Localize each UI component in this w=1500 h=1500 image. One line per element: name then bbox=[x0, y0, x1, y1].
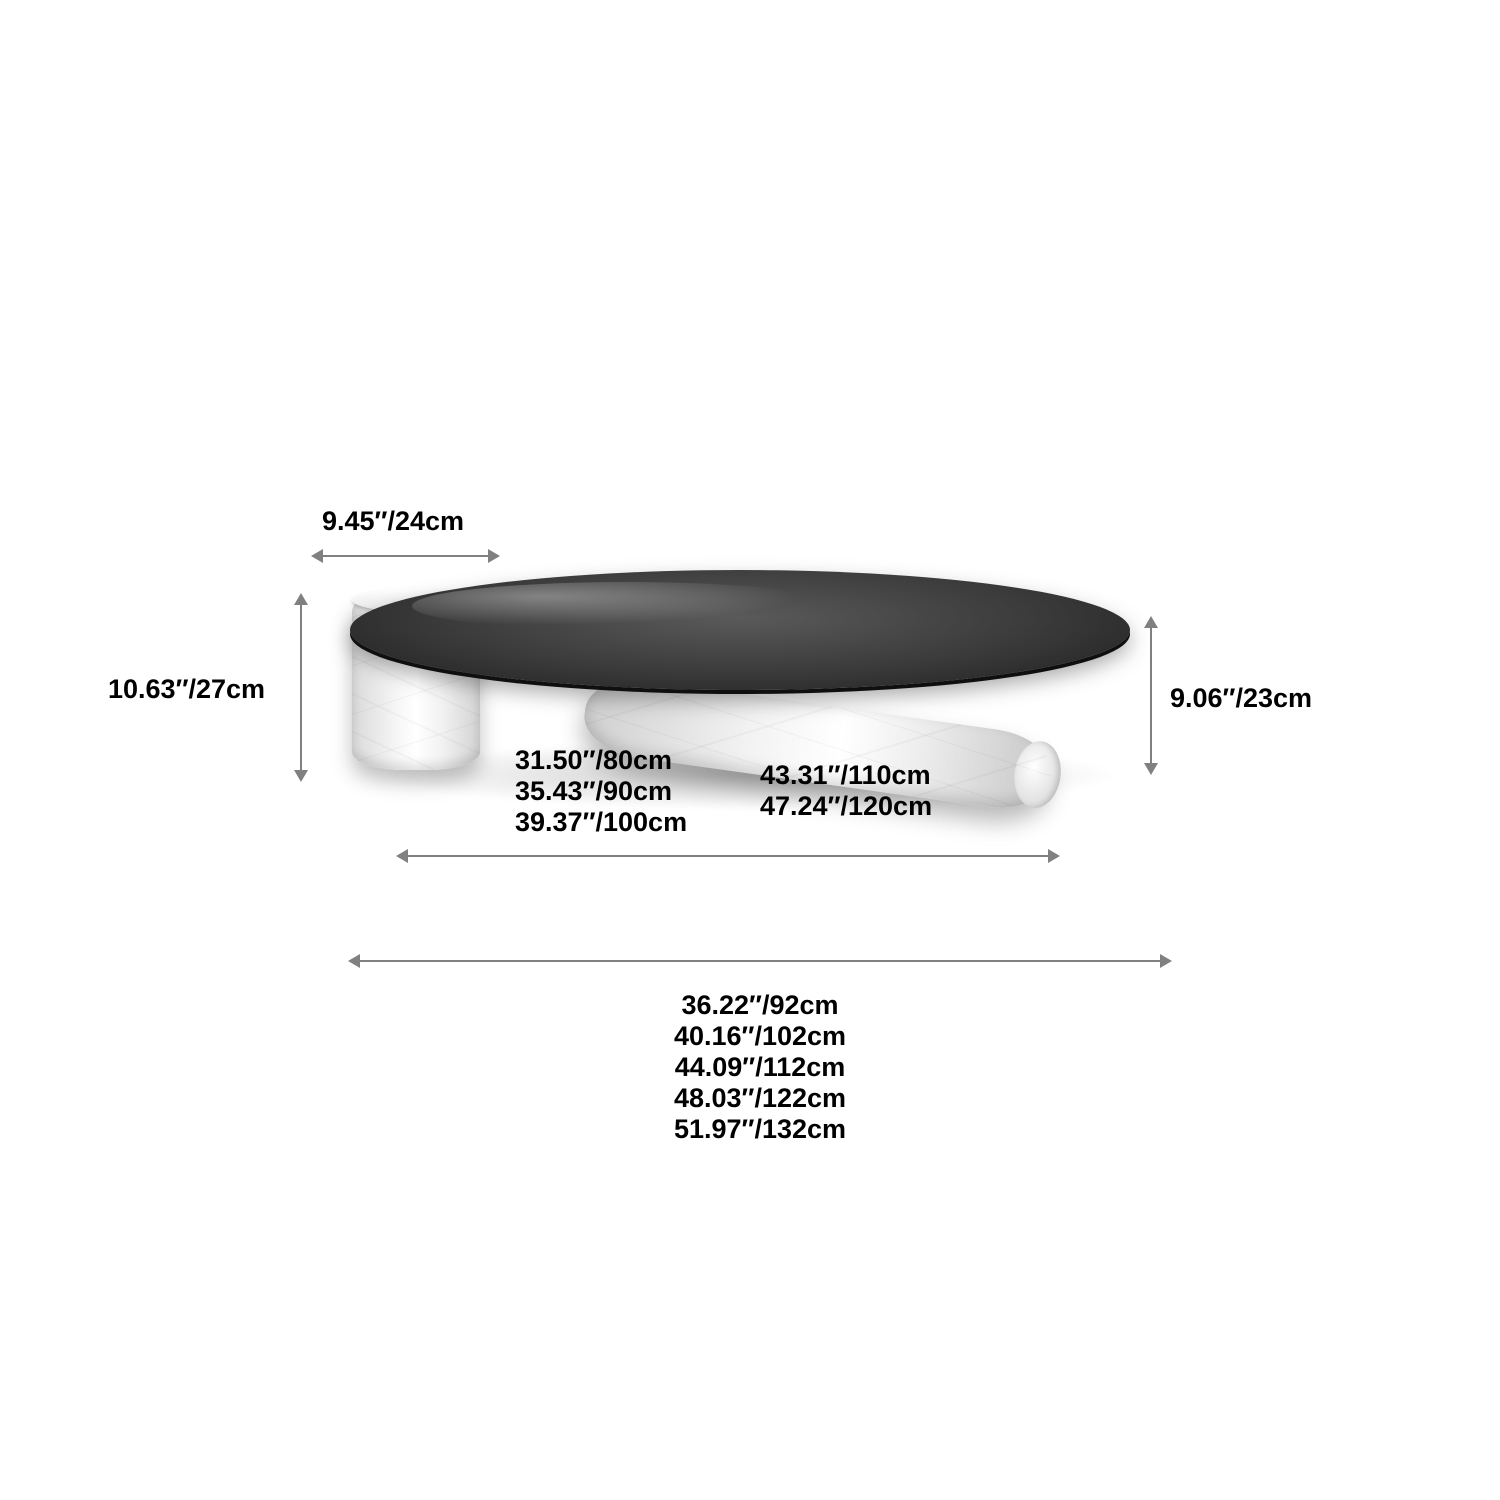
label-tabletop-height: 9.06″/23cm bbox=[1170, 682, 1312, 716]
arrow-tabletop-height bbox=[1150, 628, 1152, 763]
dimension-diagram: 9.45″/24cm 10.63″/27cm 9.06″/23cm 31.50″… bbox=[0, 0, 1500, 1500]
opt: 40.16″/102cm bbox=[600, 1021, 920, 1052]
opt: 43.31″/110cm bbox=[760, 760, 932, 791]
tabletop bbox=[350, 570, 1130, 690]
label-upright-height: 10.63″/27cm bbox=[108, 673, 265, 707]
arrow-upright-height bbox=[300, 605, 302, 770]
opt: 47.24″/120cm bbox=[760, 791, 932, 822]
opt: 35.43″/90cm bbox=[515, 776, 687, 807]
opt: 39.37″/100cm bbox=[515, 807, 687, 838]
arrow-cylinder-diameter bbox=[323, 555, 488, 557]
opt: 44.09″/112cm bbox=[600, 1052, 920, 1083]
opt: 48.03″/122cm bbox=[600, 1083, 920, 1114]
opt: 36.22″/92cm bbox=[600, 990, 920, 1021]
opt: 51.97″/132cm bbox=[600, 1114, 920, 1145]
label-overall-width: 36.22″/92cm 40.16″/102cm 44.09″/112cm 48… bbox=[600, 990, 920, 1145]
label-tabletop-diameter-left: 31.50″/80cm 35.43″/90cm 39.37″/100cm bbox=[515, 745, 687, 838]
arrow-overall-width bbox=[360, 960, 1160, 962]
label-cylinder-diameter: 9.45″/24cm bbox=[322, 505, 464, 539]
label-tabletop-diameter-right: 43.31″/110cm 47.24″/120cm bbox=[760, 760, 932, 822]
opt: 31.50″/80cm bbox=[515, 745, 687, 776]
arrow-tabletop-diameter bbox=[408, 855, 1048, 857]
